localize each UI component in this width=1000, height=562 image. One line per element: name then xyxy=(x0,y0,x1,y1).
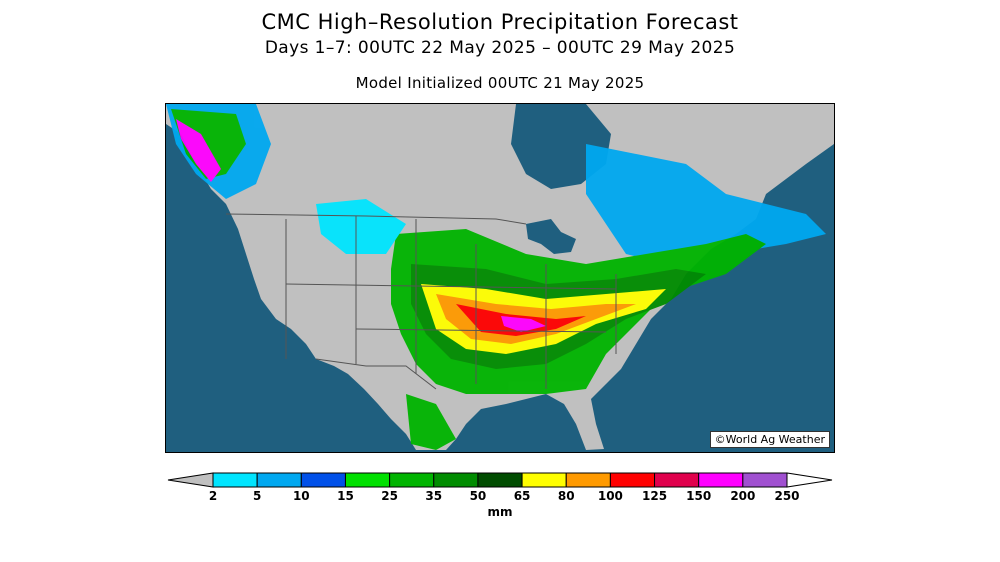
credit-badge: ©World Ag Weather xyxy=(709,431,830,448)
political-borders xyxy=(225,213,617,390)
legend-tick-label: 50 xyxy=(469,489,487,503)
legend-swatch xyxy=(212,472,258,488)
legend-tick-label: 150 xyxy=(686,489,712,503)
map-graphic xyxy=(166,104,834,452)
legend-swatch xyxy=(565,472,611,488)
great-lakes xyxy=(526,219,576,254)
legend-swatch xyxy=(256,472,302,488)
legend-swatch xyxy=(609,472,656,488)
legend-tick-label: 35 xyxy=(425,489,443,503)
legend-swatch xyxy=(477,472,523,488)
legend-swatch xyxy=(521,472,567,488)
model-init-time: Model Initialized 00UTC 21 May 2025 xyxy=(355,74,645,92)
legend-swatch xyxy=(742,472,788,488)
legend-tick-label: 100 xyxy=(597,489,623,503)
legend-swatch xyxy=(344,472,391,488)
legend-tick-label: 125 xyxy=(642,489,668,503)
legend-tick-label: 65 xyxy=(513,489,531,503)
forecast-period: Days 1–7: 00UTC 22 May 2025 – 00UTC 29 M… xyxy=(264,38,736,58)
precipitation-map: ©World Ag Weather xyxy=(165,103,835,453)
legend-below-arrow xyxy=(167,472,214,488)
precip-shading xyxy=(166,104,826,450)
legend-tick-label: 2 xyxy=(208,489,218,503)
legend-swatch xyxy=(300,472,346,488)
legend-tick-label: 25 xyxy=(381,489,398,503)
chart-title: CMC High–Resolution Precipitation Foreca… xyxy=(261,10,739,34)
legend-swatch xyxy=(698,472,744,488)
legend-tick-label: 200 xyxy=(730,489,756,503)
legend-swatch xyxy=(654,472,700,488)
legend-swatch xyxy=(389,472,435,488)
legend-tick-label: 250 xyxy=(774,489,800,503)
legend-tick-label: 10 xyxy=(292,489,310,503)
legend-above-arrow xyxy=(786,472,833,488)
legend-swatch xyxy=(433,472,479,488)
legend-tick-label: 80 xyxy=(557,489,575,503)
legend-unit: mm xyxy=(487,505,513,519)
legend-colorbar xyxy=(167,472,833,488)
legend-tick-label: 15 xyxy=(337,489,354,503)
legend-tick-label: 5 xyxy=(252,489,262,503)
